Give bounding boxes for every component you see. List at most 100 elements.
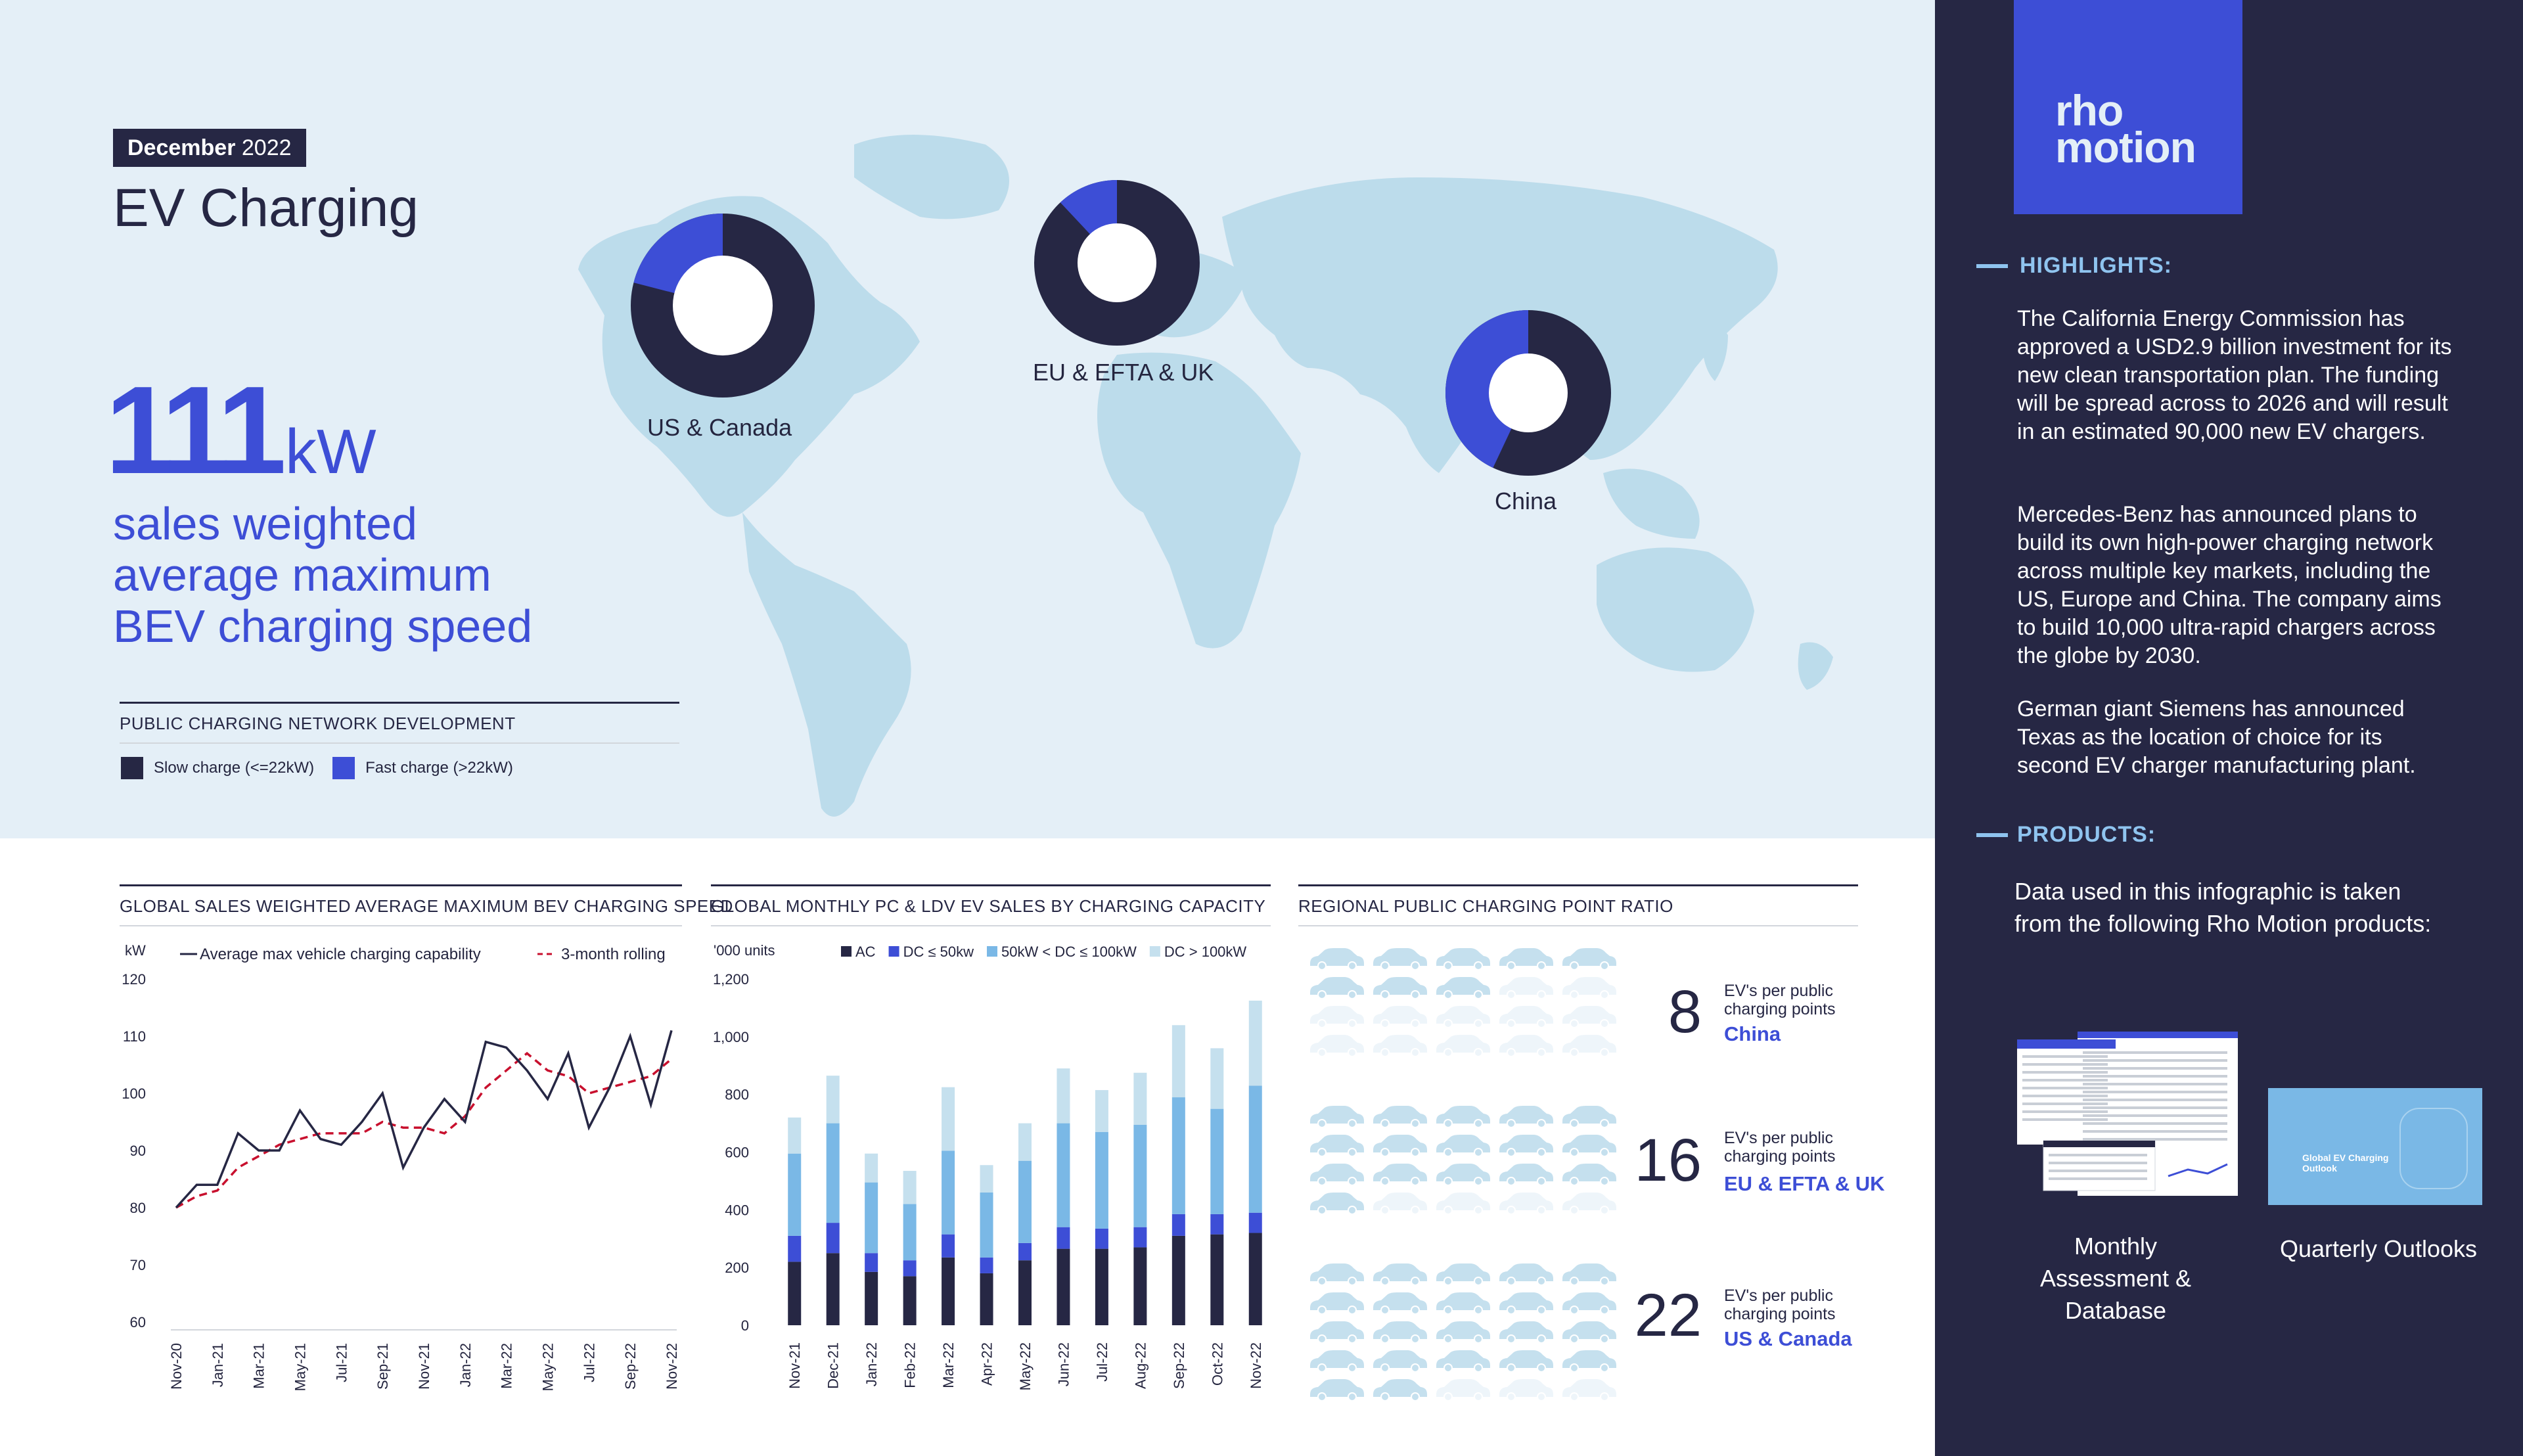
legend-swatch-slow [121,757,143,779]
car-icon [1310,1292,1364,1315]
bar-segment [1210,1108,1224,1214]
highlights-dash [1976,264,2008,268]
headline-unit: kW [285,417,376,487]
bar-segment [826,1253,840,1325]
headline-number: 111 [105,361,286,500]
car-icon [1310,1135,1364,1157]
bar-segment [1171,1025,1185,1098]
car-icon [1562,1106,1616,1128]
line-x-tick-label: Mar-21 [251,1343,267,1389]
bar-segment [1248,1212,1262,1233]
line-y-tick-label: 110 [123,1028,146,1045]
bar-y-tick-label: 1,200 [713,971,749,988]
car-icon [1373,948,1427,970]
car-icon [1310,1035,1364,1057]
bar-segment [980,1192,993,1258]
logo-line-2: motion [2055,123,2196,171]
line-x-tick-label: Nov-22 [664,1343,680,1390]
car-icon [1373,1292,1427,1315]
quarterly-outlook-thumbnail: Global EV Charging Outlook [2268,1088,2482,1205]
ratio-sublabel-china: EV's per public charging points [1724,982,1836,1018]
highlight-2: Mercedes-Benz has announced plans to bui… [2017,502,2442,668]
legend-label-solid: Average max vehicle charging capability [200,945,481,963]
car-icon [1436,1321,1490,1344]
bar-segment [788,1117,802,1154]
bar-legend-label: 50kW < DC ≤ 100kW [1001,944,1137,960]
headline-value: 111kW [105,368,376,493]
map-label-eu: EU & EFTA & UK [1033,359,1214,386]
map-section-title: PUBLIC CHARGING NETWORK DEVELOPMENT [120,714,516,733]
car-icon [1499,1035,1553,1057]
bar-y-tick-label: 0 [741,1317,749,1334]
line-y-tick-label: 120 [122,971,146,988]
line-x-tick-label: May-22 [540,1343,557,1391]
sidebar [1935,0,2523,1456]
bar-segment [980,1273,993,1325]
line-chart-rule-thin [120,925,682,926]
donut-china [1445,310,1611,476]
bar-x-tick-label: Oct-22 [1209,1342,1225,1386]
line-x-tick-label: Jan-21 [210,1343,226,1387]
car-icon [1310,1379,1364,1401]
line-chart-rule [120,884,682,886]
product-2-label: Quarterly Outlooks [2279,1235,2478,1262]
bar-segment [903,1260,917,1277]
car-icon [1436,1035,1490,1057]
bar-x-tick-label: Apr-22 [979,1342,995,1386]
monthly-assessment-thumbnail [2017,1032,2238,1196]
car-icon [1499,1292,1553,1315]
car-icon [1310,1164,1364,1186]
legend-label-dashed: 3-month rolling [561,945,666,963]
ratio-region-eu: EU & EFTA & UK [1724,1172,1885,1195]
bar-x-tick-label: Nov-22 [1248,1342,1264,1389]
bar-segment [788,1235,802,1262]
bar-segment [1095,1090,1108,1132]
map-legend: Slow charge (<=22kW) Fast charge (>22kW) [121,757,513,779]
line-y-tick-label: 60 [130,1314,146,1331]
bar-segment [826,1123,840,1223]
bar-segment [1057,1248,1070,1325]
line-x-tick-label: Jul-22 [581,1343,597,1382]
bar-segment [942,1257,955,1325]
bar-segment [826,1223,840,1254]
bar-x-tick-label: Nov-21 [786,1342,803,1389]
bar-x-tick-label: Aug-22 [1132,1342,1148,1389]
bar-segment [1095,1248,1108,1325]
donut-layer [631,180,1611,476]
bar-segment [788,1153,802,1236]
car-icon [1373,1263,1427,1286]
car-icon [1310,1321,1364,1344]
car-icon [1562,977,1616,999]
bar-y-tick-label: 200 [725,1260,749,1276]
series-line-average-max [175,1030,673,1209]
car-icon [1499,1263,1553,1286]
ratio-region-china: China [1724,1022,1781,1045]
bar-segment [865,1253,878,1272]
product-1-label: Monthly Assessment & Database [2039,1233,2192,1324]
car-icon [1436,977,1490,999]
line-y-tick-label: 80 [130,1200,146,1216]
quarterly-cover-title: Global EV Charging Outlook [2302,1152,2389,1173]
highlight-1: The California Energy Commission has app… [2017,306,2452,444]
bar-segment [1210,1234,1224,1325]
car-icon [1499,1321,1553,1344]
bar-segment [980,1257,993,1273]
ratio-rule [1298,884,1858,886]
bar-segment [1018,1123,1032,1161]
ratio-title: REGIONAL PUBLIC CHARGING POINT RATIO [1298,896,1673,916]
bar-segment [1057,1068,1070,1124]
bar-segment [1018,1242,1032,1261]
ratio-region-us: US & Canada [1724,1327,1852,1350]
car-icon [1499,1193,1553,1215]
map-section-rule-thin [120,742,679,744]
donut-eu-efta-uk [1034,180,1200,346]
highlight-3: German giant Siemens has announced Texas… [2017,696,2416,778]
highlights-title: HIGHLIGHTS: [2020,253,2172,278]
bar-segment [865,1182,878,1254]
line-chart-title: GLOBAL SALES WEIGHTED AVERAGE MAXIMUM BE… [120,896,733,916]
car-icon [1436,1292,1490,1315]
bar-x-tick-label: Jul-22 [1094,1342,1110,1382]
donut-hole [1078,223,1156,302]
bar-segment [1210,1048,1224,1109]
line-y-tick-label: 100 [122,1085,146,1102]
